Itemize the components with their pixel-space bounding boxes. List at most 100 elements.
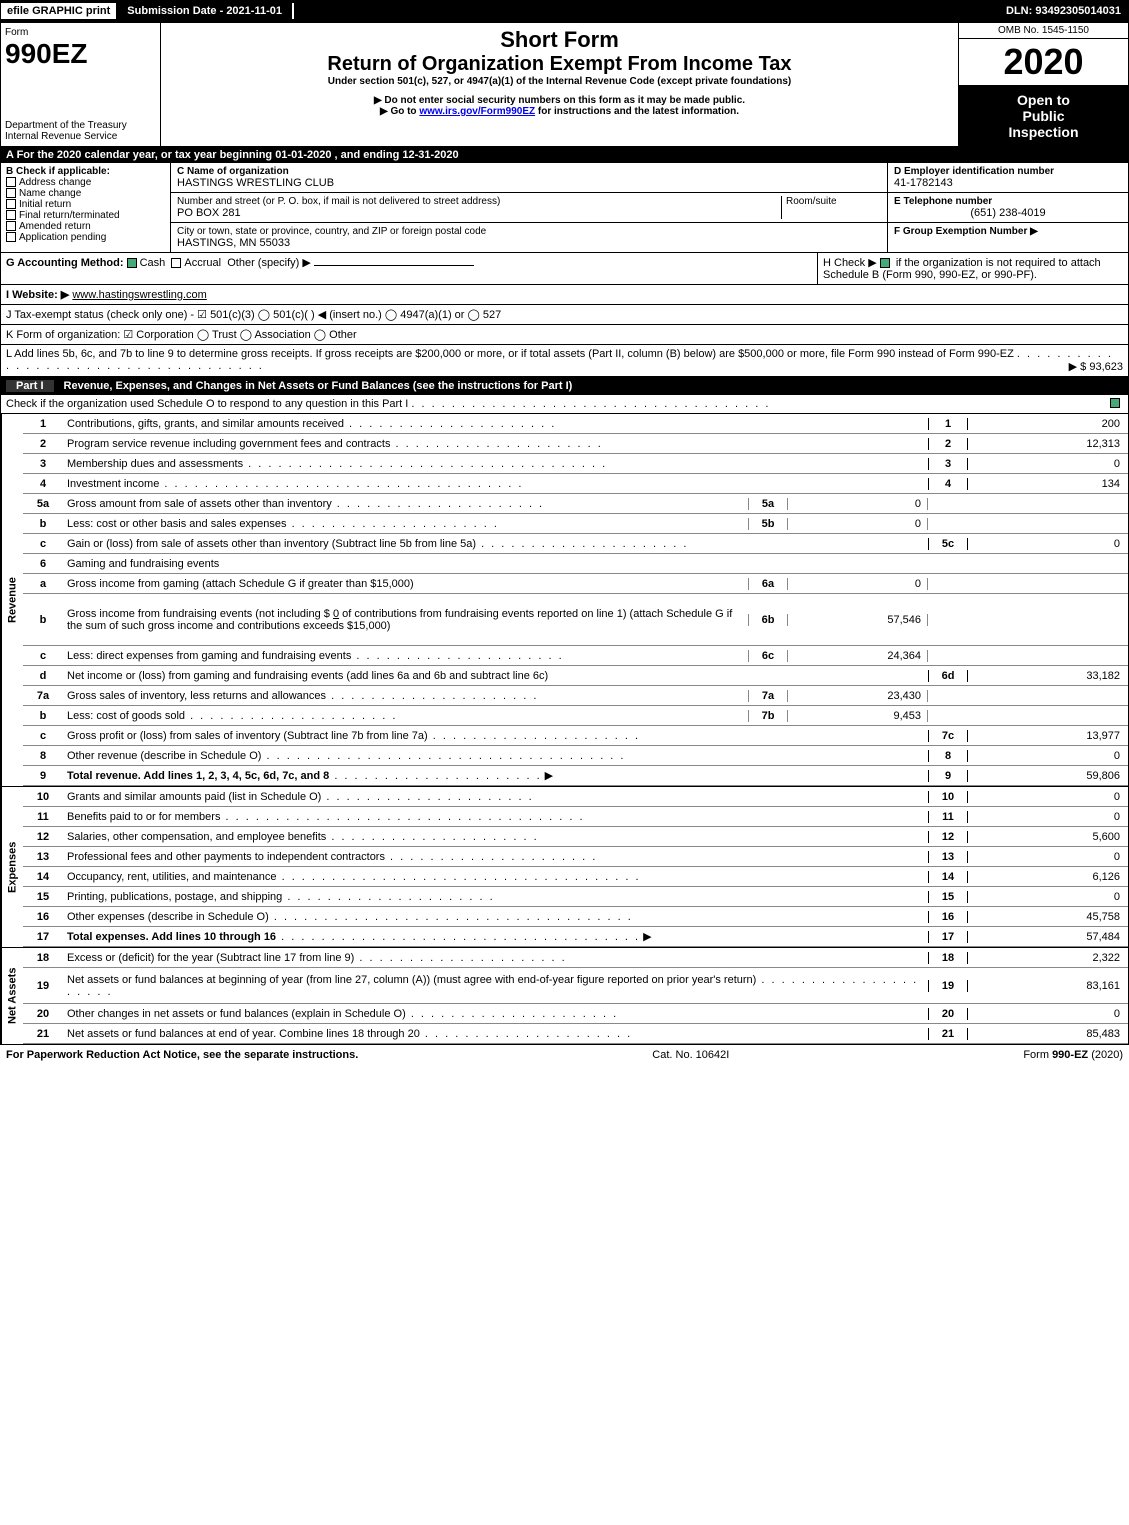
h-pre: H Check ▶ bbox=[823, 257, 880, 269]
l21-idx: 21 bbox=[928, 1028, 968, 1040]
goto-line: ▶ Go to www.irs.gov/Form990EZ for instru… bbox=[165, 106, 954, 117]
l6a-sub: 6a bbox=[748, 578, 788, 590]
part1-sub: Check if the organization used Schedule … bbox=[6, 398, 408, 410]
short-form-title: Short Form bbox=[165, 27, 954, 53]
l17-idx: 17 bbox=[928, 931, 968, 943]
l14-val: 6,126 bbox=[968, 871, 1128, 883]
l6b-sub: 6b bbox=[748, 614, 788, 626]
phone: (651) 238-4019 bbox=[894, 207, 1122, 219]
top-bar: efile GRAPHIC print Submission Date - 20… bbox=[0, 0, 1129, 22]
l13-idx: 13 bbox=[928, 851, 968, 863]
l10-idx: 10 bbox=[928, 791, 968, 803]
dept-treasury: Department of the Treasury bbox=[5, 120, 156, 131]
efile-print[interactable]: efile GRAPHIC print bbox=[0, 2, 117, 20]
l7b-subval: 9,453 bbox=[788, 710, 928, 722]
revenue-section: Revenue 1Contributions, gifts, grants, a… bbox=[0, 414, 1129, 787]
netassets-side: Net Assets bbox=[1, 948, 23, 1044]
l7c-val: 13,977 bbox=[968, 730, 1128, 742]
l7b-desc: Less: cost of goods sold bbox=[67, 710, 185, 722]
l17-desc: Total expenses. Add lines 10 through 16 bbox=[67, 931, 276, 943]
part1-title: Revenue, Expenses, and Changes in Net As… bbox=[64, 380, 573, 392]
org-block: B Check if applicable: Address change Na… bbox=[0, 163, 1129, 253]
b-final[interactable]: Final return/terminated bbox=[19, 210, 120, 221]
l7a-sub: 7a bbox=[748, 690, 788, 702]
g-accrual[interactable]: Accrual bbox=[184, 257, 221, 269]
goto-pre: ▶ Go to bbox=[380, 106, 419, 117]
b-amended[interactable]: Amended return bbox=[19, 221, 91, 232]
part1-dots bbox=[411, 398, 770, 410]
l12-idx: 12 bbox=[928, 831, 968, 843]
l3-val: 0 bbox=[968, 458, 1128, 470]
l9-idx: 9 bbox=[928, 770, 968, 782]
ssn-warning: ▶ Do not enter social security numbers o… bbox=[165, 95, 954, 106]
l-amt: ▶ $ 93,623 bbox=[1069, 360, 1123, 373]
l12-val: 5,600 bbox=[968, 831, 1128, 843]
part1-check[interactable] bbox=[1110, 398, 1120, 408]
l1-desc: Contributions, gifts, grants, and simila… bbox=[67, 418, 344, 430]
l5a-desc: Gross amount from sale of assets other t… bbox=[67, 498, 332, 510]
g-label: G Accounting Method: bbox=[6, 257, 124, 269]
submission-date: Submission Date - 2021-11-01 bbox=[117, 3, 294, 19]
l20-idx: 20 bbox=[928, 1008, 968, 1020]
b-name[interactable]: Name change bbox=[19, 188, 81, 199]
h-check[interactable] bbox=[880, 258, 890, 268]
l14-desc: Occupancy, rent, utilities, and maintena… bbox=[67, 871, 277, 883]
b-initial[interactable]: Initial return bbox=[19, 199, 71, 210]
l19-val: 83,161 bbox=[968, 980, 1128, 992]
l7a-subval: 23,430 bbox=[788, 690, 928, 702]
org-name: HASTINGS WRESTLING CLUB bbox=[177, 177, 881, 189]
part1-label: Part I bbox=[6, 380, 54, 392]
l6d-desc: Net income or (loss) from gaming and fun… bbox=[67, 670, 548, 682]
l8-desc: Other revenue (describe in Schedule O) bbox=[67, 750, 261, 762]
row-a: A For the 2020 calendar year, or tax yea… bbox=[0, 147, 1129, 163]
j-row: J Tax-exempt status (check only one) - ☑… bbox=[1, 305, 1128, 324]
b-address[interactable]: Address change bbox=[19, 177, 91, 188]
l3-desc: Membership dues and assessments bbox=[67, 458, 243, 470]
l15-idx: 15 bbox=[928, 891, 968, 903]
b-pending[interactable]: Application pending bbox=[19, 232, 106, 243]
l19-desc: Net assets or fund balances at beginning… bbox=[67, 974, 756, 986]
tax-year: 2020 bbox=[959, 39, 1128, 86]
l-text: L Add lines 5b, 6c, and 7b to line 9 to … bbox=[6, 348, 1014, 360]
l6c-sub: 6c bbox=[748, 650, 788, 662]
form-label: Form bbox=[5, 27, 156, 38]
l5c-val: 0 bbox=[968, 538, 1128, 550]
omb-number: OMB No. 1545-1150 bbox=[959, 23, 1128, 39]
l16-val: 45,758 bbox=[968, 911, 1128, 923]
l4-val: 134 bbox=[968, 478, 1128, 490]
l11-idx: 11 bbox=[928, 811, 968, 823]
l16-idx: 16 bbox=[928, 911, 968, 923]
c-label: C Name of organization bbox=[177, 166, 881, 177]
l9-desc: Total revenue. Add lines 1, 2, 3, 4, 5c,… bbox=[67, 770, 329, 782]
l18-val: 2,322 bbox=[968, 952, 1128, 964]
ein: 41-1782143 bbox=[894, 177, 1122, 189]
dln: DLN: 93492305014031 bbox=[998, 3, 1129, 19]
l7b-sub: 7b bbox=[748, 710, 788, 722]
l5a-subval: 0 bbox=[788, 498, 928, 510]
l13-desc: Professional fees and other payments to … bbox=[67, 851, 385, 863]
part1-bar: Part I Revenue, Expenses, and Changes in… bbox=[0, 377, 1129, 395]
l2-idx: 2 bbox=[928, 438, 968, 450]
l10-val: 0 bbox=[968, 791, 1128, 803]
l10-desc: Grants and similar amounts paid (list in… bbox=[67, 791, 321, 803]
footer-right: Form 990-EZ (2020) bbox=[1023, 1049, 1123, 1061]
l5a-sub: 5a bbox=[748, 498, 788, 510]
l15-desc: Printing, publications, postage, and shi… bbox=[67, 891, 282, 903]
l7c-idx: 7c bbox=[928, 730, 968, 742]
city-label: City or town, state or province, country… bbox=[177, 226, 881, 237]
l8-val: 0 bbox=[968, 750, 1128, 762]
gh-block: G Accounting Method: Cash Accrual Other … bbox=[0, 253, 1129, 285]
l6a-subval: 0 bbox=[788, 578, 928, 590]
city: HASTINGS, MN 55033 bbox=[177, 237, 881, 249]
l9-val: 59,806 bbox=[968, 770, 1128, 782]
f-label: F Group Exemption Number ▶ bbox=[894, 226, 1122, 237]
g-cash[interactable]: Cash bbox=[140, 257, 166, 269]
website-link[interactable]: www.hastingswrestling.com bbox=[72, 289, 207, 301]
footer-mid: Cat. No. 10642I bbox=[652, 1049, 729, 1061]
l7a-desc: Gross sales of inventory, less returns a… bbox=[67, 690, 326, 702]
irs-link[interactable]: www.irs.gov/Form990EZ bbox=[419, 106, 535, 117]
l8-idx: 8 bbox=[928, 750, 968, 762]
street-label: Number and street (or P. O. box, if mail… bbox=[177, 196, 781, 207]
l14-idx: 14 bbox=[928, 871, 968, 883]
l3-idx: 3 bbox=[928, 458, 968, 470]
